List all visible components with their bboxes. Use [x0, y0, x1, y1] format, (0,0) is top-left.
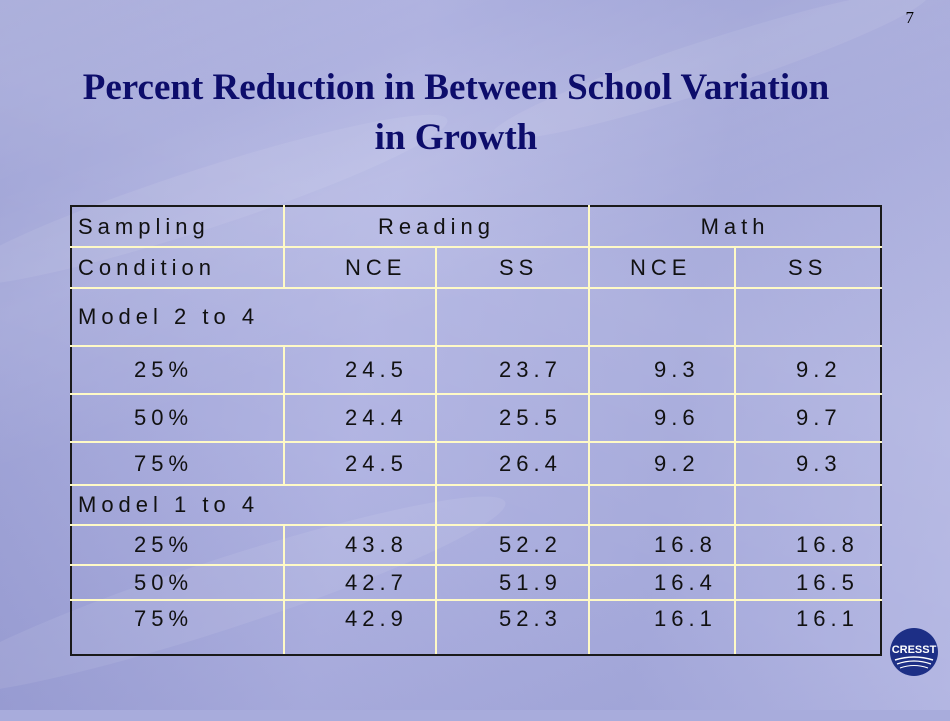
math-nce-cell: 9.2 [588, 442, 737, 486]
header-sampling: Sampling [70, 205, 285, 248]
reading-ss-cell: 23.7 [434, 346, 591, 395]
reading-ss-cell: 52.2 [434, 525, 591, 566]
cresst-logo: CRESST [889, 627, 939, 677]
header-math: Math [588, 205, 883, 248]
table-cell [734, 485, 883, 526]
percent-cell: 25% [70, 346, 285, 395]
group-label: Model 2 to 4 [70, 288, 437, 347]
reading-nce-cell: 42.7 [283, 565, 437, 601]
percent-cell: 75% [70, 442, 285, 486]
header-reading: Reading [282, 205, 591, 248]
table-cell [588, 288, 737, 347]
math-ss-cell: 16.8 [734, 525, 883, 566]
reading-nce-cell: 24.4 [283, 394, 437, 443]
table-row: 50% 24.4 25.5 9.6 9.7 [70, 394, 883, 443]
header-row-1: Sampling Reading Math [70, 205, 883, 248]
slide-title: Percent Reduction in Between School Vari… [0, 63, 912, 163]
title-line-2: in Growth [374, 117, 538, 158]
percent-cell: 50% [70, 394, 285, 443]
math-ss-cell: 16.1 [734, 600, 883, 656]
percent-cell: 75% [70, 600, 285, 656]
group-label: Model 1 to 4 [70, 485, 437, 526]
table-row: 50% 42.7 51.9 16.4 16.5 [70, 565, 883, 601]
logo-text: CRESST [891, 644, 937, 656]
math-ss-cell: 9.7 [734, 394, 883, 443]
table-row: 25% 24.5 23.7 9.3 9.2 [70, 346, 883, 395]
title-line-1: Percent Reduction in Between School Vari… [82, 67, 830, 108]
percent-cell: 50% [70, 565, 285, 601]
math-ss-cell: 9.2 [734, 346, 883, 395]
math-nce-cell: 16.1 [588, 600, 737, 656]
percent-cell: 25% [70, 525, 285, 566]
header-condition: Condition [70, 247, 285, 289]
table-row: 75% 42.9 52.3 16.1 16.1 [70, 600, 883, 656]
table-cell [734, 288, 883, 347]
math-nce-cell: 16.8 [588, 525, 737, 566]
reading-nce-cell: 43.8 [283, 525, 437, 566]
reading-ss-cell: 51.9 [434, 565, 591, 601]
math-ss-cell: 16.5 [734, 565, 883, 601]
math-nce-cell: 9.3 [588, 346, 737, 395]
reading-ss-cell: 25.5 [434, 394, 591, 443]
header-reading-nce: NCE [283, 247, 437, 289]
group-row: Model 2 to 4 [70, 288, 883, 347]
table-cell [588, 485, 737, 526]
header-math-nce: NCE [588, 247, 737, 289]
math-ss-cell: 9.3 [734, 442, 883, 486]
header-reading-ss: SS [434, 247, 591, 289]
reading-nce-cell: 42.9 [283, 600, 437, 656]
table-cell [434, 288, 591, 347]
page-number: 7 [905, 8, 915, 27]
results-table: Sampling Reading Math Condition NCE SS N… [70, 205, 883, 656]
table-row: 75% 24.5 26.4 9.2 9.3 [70, 442, 883, 486]
header-math-ss: SS [734, 247, 883, 289]
math-nce-cell: 16.4 [588, 565, 737, 601]
reading-nce-cell: 24.5 [283, 442, 437, 486]
reading-ss-cell: 52.3 [434, 600, 591, 656]
table-cell [434, 485, 591, 526]
table-row: 25% 43.8 52.2 16.8 16.8 [70, 525, 883, 566]
reading-ss-cell: 26.4 [434, 442, 591, 486]
logo-emblem-icon [890, 628, 938, 676]
math-nce-cell: 9.6 [588, 394, 737, 443]
header-row-2: Condition NCE SS NCE SS [70, 247, 883, 289]
group-row: Model 1 to 4 [70, 485, 883, 526]
reading-nce-cell: 24.5 [283, 346, 437, 395]
